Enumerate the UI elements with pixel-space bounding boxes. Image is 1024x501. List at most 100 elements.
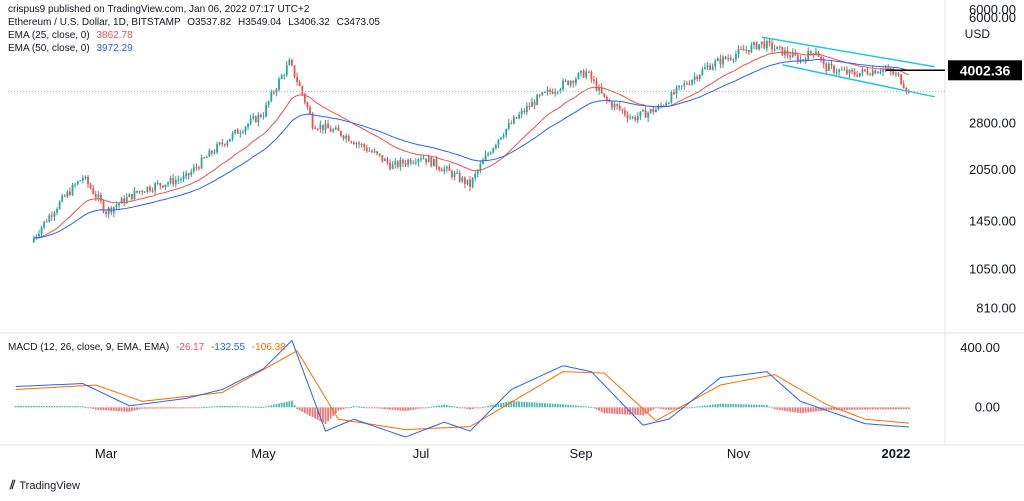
candle-body <box>399 159 402 167</box>
macd-histogram-bar <box>383 407 386 410</box>
candle-body <box>236 129 239 134</box>
price-tick-label: 1450.00 <box>969 214 1016 229</box>
macd-histogram-bar <box>427 407 430 409</box>
macd-histogram-bar <box>190 407 193 409</box>
candle-body <box>763 41 766 49</box>
macd-histogram-bar <box>884 407 887 410</box>
macd-histogram-bar <box>316 407 319 420</box>
macd-histogram-bar <box>71 406 74 408</box>
macd-histogram-bar <box>365 407 368 409</box>
candle-body <box>303 93 306 103</box>
candle-body <box>858 72 861 77</box>
macd-histogram-bar <box>866 407 869 410</box>
macd-histogram-bar <box>138 407 141 410</box>
candle-body <box>815 51 817 55</box>
macd-histogram-bar <box>208 406 211 408</box>
macd-histogram-bar <box>38 405 40 408</box>
candle-body <box>616 103 619 106</box>
candle-body <box>636 116 639 121</box>
candle-body <box>838 69 841 73</box>
macd-histogram-bar <box>195 407 198 409</box>
macd-histogram-bar <box>580 405 582 408</box>
ema25-line <box>33 51 910 239</box>
macd-histogram-bar <box>123 407 126 412</box>
candle-body <box>360 143 363 145</box>
macd-histogram-bar <box>265 406 268 408</box>
macd-histogram-bar <box>149 407 151 409</box>
candle-body <box>100 195 102 202</box>
candle-body <box>771 42 773 50</box>
candle-body <box>569 81 572 85</box>
macd-histogram-bar <box>649 407 652 412</box>
macd-legend[interactable]: MACD (12, 26, close, 9, EMA, EMA) -26.17… <box>8 342 286 354</box>
candle-body <box>647 112 650 118</box>
macd-histogram-bar <box>100 407 102 410</box>
macd-histogram-bar <box>391 407 394 410</box>
candle-body <box>670 92 673 103</box>
price-tick-label: 810.00 <box>976 300 1016 315</box>
macd-histogram-bar <box>791 407 794 413</box>
candle-body <box>618 105 621 110</box>
macd-histogram-bar <box>846 407 848 410</box>
macd-histogram-bar <box>711 404 714 408</box>
candle-body <box>322 124 324 131</box>
macd-histogram-bar <box>303 407 306 414</box>
candle-body <box>239 132 242 134</box>
candle-body <box>649 108 652 113</box>
time-tick-label: 2022 <box>881 446 910 461</box>
candle-body <box>427 157 430 163</box>
candle-body <box>598 87 601 91</box>
candle-body <box>732 59 735 61</box>
candle-body <box>180 179 182 181</box>
candle-body <box>469 179 471 187</box>
macd-histogram-bar <box>768 406 771 408</box>
macd-histogram-bar <box>414 407 417 410</box>
macd-histogram-bar <box>572 405 575 408</box>
candle-body <box>412 162 415 164</box>
macd-histogram-bar <box>275 404 278 408</box>
candle-body <box>350 141 353 143</box>
macd-histogram-bar <box>652 407 655 410</box>
macd-histogram-bar <box>254 406 257 408</box>
candle-body <box>644 110 647 118</box>
candle-body <box>329 128 332 132</box>
candle-body <box>216 144 218 153</box>
macd-histogram-bar <box>128 407 131 412</box>
candle-body <box>378 153 381 156</box>
macd-histogram-bar <box>719 403 722 408</box>
candle-body <box>760 41 763 45</box>
candle-body <box>515 117 518 119</box>
macd-histogram-bar <box>435 405 438 408</box>
macd-histogram-bar <box>27 405 30 408</box>
macd-histogram-bar <box>631 407 634 415</box>
macd-histogram-bar <box>704 405 706 408</box>
macd-histogram-bar <box>48 406 51 408</box>
macd-histogram-bar <box>249 406 252 408</box>
macd-histogram-bar <box>827 407 830 411</box>
macd-histogram-bar <box>879 407 882 410</box>
candle-body <box>337 127 340 132</box>
macd-histogram-bar <box>20 405 22 408</box>
author-line: crispus9 published on TradingView.com, J… <box>8 4 309 16</box>
ema25-legend[interactable]: EMA (25, close, 0) 3862.78 <box>8 30 133 42</box>
candle-body <box>693 76 696 80</box>
candle-body <box>221 142 224 145</box>
ema50-legend[interactable]: EMA (50, close, 0) 3972.29 <box>8 43 133 55</box>
published-info: published on TradingView.com, Jan 06, 20… <box>48 4 310 15</box>
macd-histogram-bar <box>347 407 350 409</box>
candle-body <box>500 137 502 140</box>
candle-body <box>546 89 549 92</box>
candle-body <box>327 123 329 129</box>
candle-body <box>631 117 634 119</box>
macd-histogram-bar <box>662 407 665 410</box>
candle-body <box>846 69 848 74</box>
macd-histogram-bar <box>133 407 136 411</box>
macd-histogram-bar <box>296 407 299 410</box>
candle-body <box>167 182 169 185</box>
tradingview-logo-icon: ⫽ <box>10 478 16 492</box>
macd-histogram-bar <box>889 407 892 410</box>
candle-body <box>624 110 626 115</box>
candle-body <box>905 88 908 92</box>
